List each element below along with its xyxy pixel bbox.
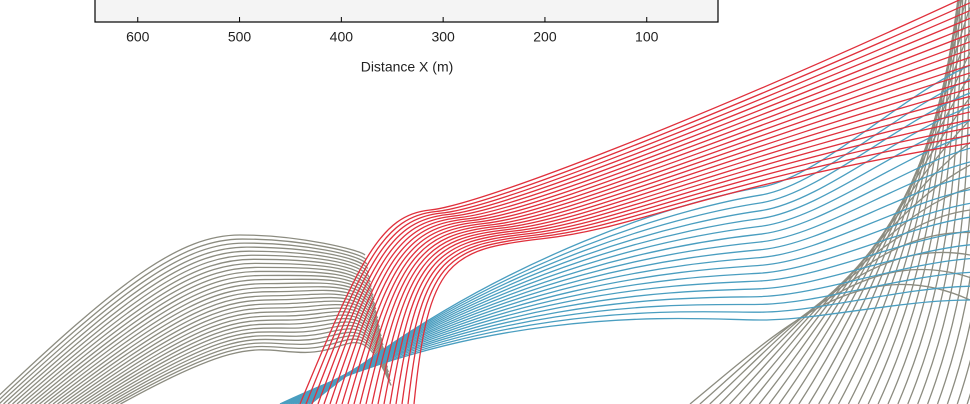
x-tick-label: 500 — [228, 29, 252, 45]
figure: Distance X (m) 600 500 400 300 200 100 — [0, 0, 970, 404]
deco-line — [8, 251, 369, 404]
deco-line — [402, 128, 970, 404]
x-tick-label: 300 — [431, 29, 455, 45]
page: Distance X (m) 600500400300200100 (() =>… — [0, 0, 970, 404]
deco-line — [13, 255, 370, 404]
x-tick-label: 400 — [330, 29, 354, 45]
plot-frame — [95, 0, 718, 22]
x-tick-label: 200 — [533, 29, 557, 45]
x-axis-label: Distance X (m) — [361, 59, 454, 75]
x-tick-label: 600 — [126, 29, 150, 45]
deco-line — [730, 210, 970, 404]
decoration — [0, 0, 970, 404]
deco-line — [4, 247, 368, 404]
x-tick-label: 100 — [635, 29, 659, 45]
